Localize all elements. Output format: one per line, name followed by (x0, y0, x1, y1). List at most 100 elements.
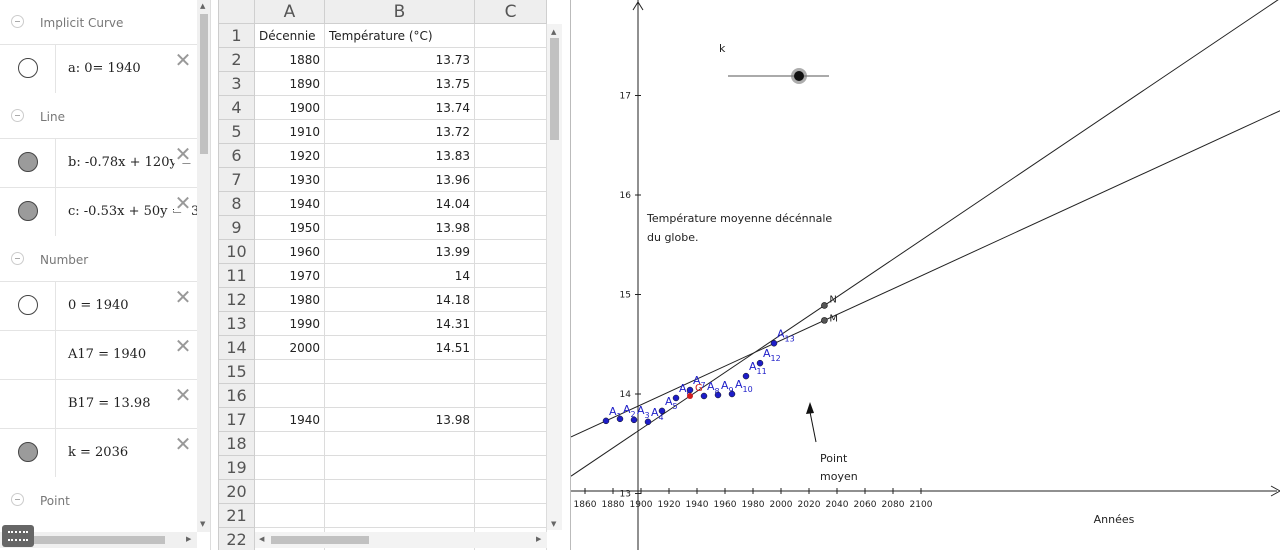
spreadsheet-cell[interactable] (475, 480, 547, 504)
data-point[interactable] (728, 390, 736, 398)
row-header[interactable]: 11 (219, 264, 255, 288)
delete-icon[interactable]: ✕ (174, 191, 192, 215)
algebra-vertical-scrollbar[interactable]: ▲ ▼ (197, 0, 210, 532)
spreadsheet-cell[interactable] (475, 360, 547, 384)
spreadsheet-cell[interactable]: 13.99 (325, 240, 475, 264)
data-point[interactable] (714, 391, 722, 399)
algebra-item[interactable]: B17 = 13.98 ✕ (0, 379, 197, 428)
slider-handle[interactable] (794, 71, 804, 81)
spreadsheet-cell[interactable] (325, 480, 475, 504)
delete-icon[interactable]: ✕ (174, 383, 192, 407)
scroll-right-icon[interactable]: ▶ (186, 535, 192, 543)
spreadsheet-cell[interactable] (255, 432, 325, 456)
row-header[interactable]: 4 (219, 96, 255, 120)
algebra-item[interactable]: k = 2036 ✕ (0, 428, 197, 477)
data-point[interactable] (630, 416, 638, 424)
algebra-definition[interactable]: B17 = 13.98 (68, 396, 151, 411)
row-header[interactable]: 12 (219, 288, 255, 312)
row-header[interactable]: 18 (219, 432, 255, 456)
spreadsheet-vertical-scrollbar[interactable]: ▲ ▼ (547, 24, 562, 530)
data-point[interactable] (644, 418, 652, 426)
delete-icon[interactable]: ✕ (174, 48, 192, 72)
algebra-item[interactable]: a: 0= 1940 ✕ (0, 44, 197, 93)
column-header-a[interactable]: A (255, 0, 325, 24)
row-header[interactable]: 20 (219, 480, 255, 504)
mean-point-g[interactable] (687, 392, 693, 399)
spreadsheet-cell[interactable]: 13.98 (325, 408, 475, 432)
scroll-down-icon[interactable]: ▼ (200, 520, 206, 528)
scroll-right-icon[interactable]: ▶ (536, 535, 542, 543)
spreadsheet-cell[interactable] (475, 288, 547, 312)
delete-icon[interactable]: ✕ (174, 334, 192, 358)
row-header[interactable]: 15 (219, 360, 255, 384)
data-point[interactable] (602, 417, 610, 425)
line-b[interactable] (571, 110, 1280, 438)
spreadsheet-cell[interactable]: 2000 (255, 336, 325, 360)
collapse-icon[interactable] (11, 15, 24, 28)
algebra-group-header[interactable]: Implicit Curve (0, 0, 197, 44)
scroll-thumb[interactable] (271, 536, 369, 544)
scroll-thumb[interactable] (550, 38, 559, 140)
row-header[interactable]: 9 (219, 216, 255, 240)
collapse-icon[interactable] (11, 109, 24, 122)
column-header-c[interactable]: C (475, 0, 547, 24)
spreadsheet-cell[interactable]: 13.98 (325, 216, 475, 240)
spreadsheet-cell[interactable] (255, 360, 325, 384)
algebra-group-header[interactable]: Point (0, 478, 197, 522)
spreadsheet-cell[interactable] (475, 24, 547, 48)
scroll-thumb[interactable] (200, 14, 208, 154)
spreadsheet-cell[interactable]: 1960 (255, 240, 325, 264)
spreadsheet-cell[interactable]: 1970 (255, 264, 325, 288)
data-point[interactable] (756, 359, 764, 367)
algebra-item[interactable]: b: -0.78x + 120y = 1839✕ (0, 138, 197, 187)
collapse-icon[interactable] (11, 493, 24, 506)
scroll-up-icon[interactable]: ▲ (200, 2, 206, 10)
data-point[interactable] (700, 392, 708, 400)
spreadsheet-cell[interactable]: 14.51 (325, 336, 475, 360)
data-point[interactable] (686, 386, 694, 394)
data-point[interactable] (770, 340, 778, 347)
spreadsheet-cell[interactable] (475, 240, 547, 264)
row-header[interactable]: 10 (219, 240, 255, 264)
algebra-item[interactable]: c: -0.53x + 50y = -339✕ (0, 187, 197, 236)
row-header[interactable]: 21 (219, 504, 255, 528)
data-point[interactable] (616, 415, 624, 423)
algebra-item[interactable]: A17 = 1940 ✕ (0, 330, 197, 379)
spreadsheet-cell[interactable] (475, 216, 547, 240)
visibility-toggle-icon[interactable] (18, 201, 38, 221)
spreadsheet-cell[interactable] (475, 504, 547, 528)
spreadsheet-cell[interactable] (255, 456, 325, 480)
point-n[interactable] (821, 302, 828, 309)
spreadsheet-cell[interactable]: 13.74 (325, 96, 475, 120)
spreadsheet-cell[interactable] (475, 144, 547, 168)
scroll-left-icon[interactable]: ◀ (259, 535, 265, 543)
spreadsheet-cell[interactable]: Température (°C) (325, 24, 475, 48)
spreadsheet-cell[interactable]: 1940 (255, 408, 325, 432)
algebra-definition[interactable]: 0 = 1940 (68, 298, 129, 313)
spreadsheet-cell[interactable] (475, 48, 547, 72)
spreadsheet-cell[interactable]: 14.18 (325, 288, 475, 312)
graphics-canvas[interactable]: 1860 1880 1900 1920 1940 1960 1980 2000 2020 2040… (571, 0, 1280, 550)
delete-icon[interactable]: ✕ (174, 285, 192, 309)
row-header[interactable]: 16 (219, 384, 255, 408)
spreadsheet-corner[interactable] (219, 0, 255, 24)
spreadsheet-cell[interactable]: 1890 (255, 72, 325, 96)
spreadsheet-cell[interactable]: 14 (325, 264, 475, 288)
algebra-item[interactable]: 0 = 1940 ✕ (0, 281, 197, 330)
delete-icon[interactable]: ✕ (174, 142, 192, 166)
spreadsheet-cell[interactable] (325, 432, 475, 456)
spreadsheet-cell[interactable] (255, 384, 325, 408)
spreadsheet-cell[interactable] (255, 480, 325, 504)
data-point[interactable] (742, 372, 750, 380)
spreadsheet-horizontal-scrollbar[interactable]: ◀ ▶ (255, 532, 547, 548)
spreadsheet-cell[interactable] (475, 408, 547, 432)
spreadsheet-cell[interactable]: 1980 (255, 288, 325, 312)
spreadsheet-cell[interactable]: 1950 (255, 216, 325, 240)
algebra-group-header[interactable]: Number (0, 237, 197, 281)
visibility-toggle-icon[interactable] (18, 442, 38, 462)
scroll-thumb[interactable] (28, 536, 165, 544)
spreadsheet-cell[interactable]: 14.31 (325, 312, 475, 336)
algebra-group-header[interactable]: Line (0, 94, 197, 138)
keyboard-icon[interactable] (2, 525, 34, 547)
spreadsheet-cell[interactable]: 1880 (255, 48, 325, 72)
